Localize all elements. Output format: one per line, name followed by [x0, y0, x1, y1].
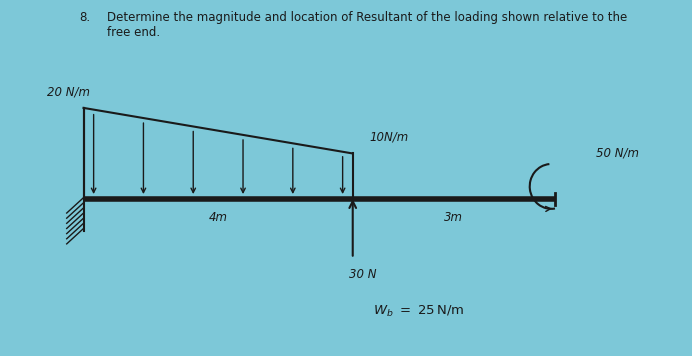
Text: Determine the magnitude and location of Resultant of the loading shown relative : Determine the magnitude and location of … — [107, 11, 628, 39]
Text: 3m: 3m — [444, 211, 463, 224]
Text: 30 N: 30 N — [349, 268, 376, 281]
Text: 4m: 4m — [208, 211, 228, 224]
Text: 50 N/m: 50 N/m — [597, 147, 639, 160]
Text: 8.: 8. — [80, 11, 91, 24]
Text: $W_b\ =\ 25\,\mathrm{N/m}$: $W_b\ =\ 25\,\mathrm{N/m}$ — [373, 304, 464, 319]
Text: 20 N/m: 20 N/m — [46, 85, 89, 98]
Text: 10N/m: 10N/m — [370, 131, 409, 144]
